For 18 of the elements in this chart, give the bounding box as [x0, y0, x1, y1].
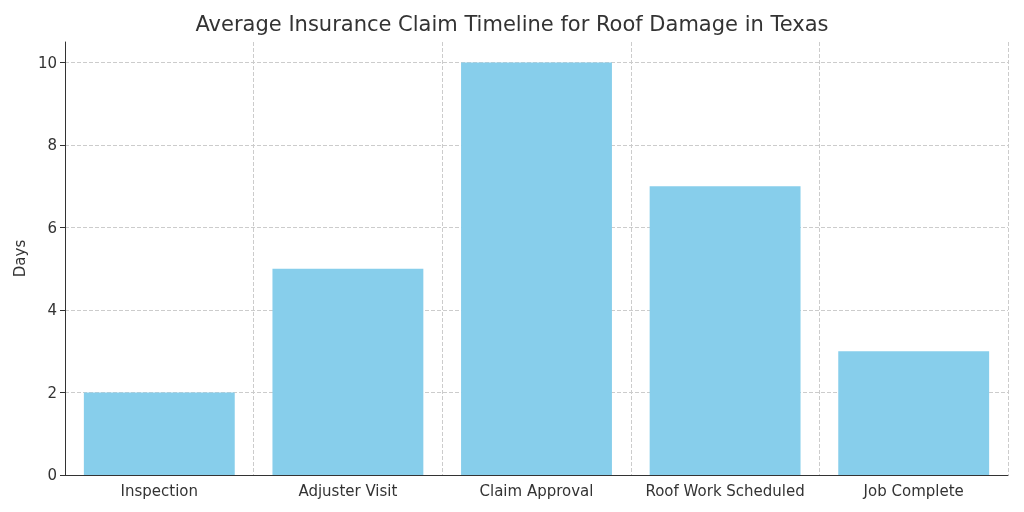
y-axis-title: Days — [10, 239, 29, 278]
bar — [838, 351, 990, 475]
y-tick-label: 10 — [37, 53, 57, 72]
bar — [272, 268, 424, 475]
bar — [83, 392, 235, 475]
x-tick-label: Adjuster Visit — [298, 481, 398, 500]
x-tick-label: Job Complete — [862, 481, 964, 500]
x-tick-label: Claim Approval — [479, 481, 594, 500]
bar — [649, 186, 801, 475]
x-tick-label: Inspection — [120, 481, 199, 500]
y-tick-label: 4 — [47, 301, 57, 320]
y-tick-label: 2 — [47, 383, 57, 402]
x-tick-label: Roof Work Scheduled — [645, 481, 805, 500]
y-tick-label: 8 — [47, 136, 57, 155]
chart-title: Average Insurance Claim Timeline for Roof Damage in Texas — [195, 11, 829, 36]
y-tick-label: 6 — [47, 218, 57, 237]
bar — [461, 62, 612, 475]
y-tick-label: 0 — [47, 466, 57, 484]
